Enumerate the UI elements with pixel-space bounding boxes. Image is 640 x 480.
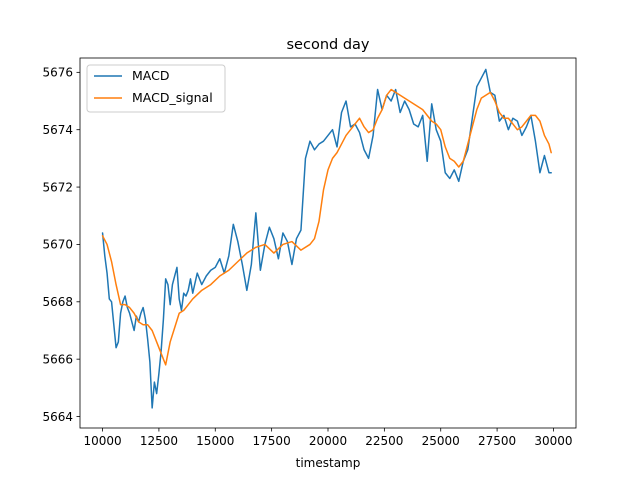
x-tick-label: 22500: [365, 434, 403, 448]
y-axis-ticks: 5664 5666 5668 5670 5672 5674 5676: [42, 66, 80, 424]
y-tick-label: 5676: [42, 66, 73, 80]
x-axis-label: timestamp: [296, 456, 361, 470]
series-layer: [101, 68, 552, 409]
x-tick-label: 15000: [196, 434, 234, 448]
x-tick-label: 27500: [478, 434, 516, 448]
plot-frame: [79, 57, 577, 429]
series-line-macd-signal: [101, 88, 552, 366]
x-axis-ticks: 10000 12500 15000 17500 20000 22500 25000 27500…: [83, 428, 573, 448]
legend: MACD MACD_signal: [86, 64, 226, 113]
x-tick-label: 30000: [534, 434, 572, 448]
x-tick-label: 25000: [422, 434, 460, 448]
x-tick-label: 12500: [140, 434, 178, 448]
x-tick-label: 10000: [83, 434, 121, 448]
legend-label-macd-signal: MACD_signal: [132, 90, 213, 105]
y-tick-label: 5672: [42, 180, 73, 194]
legend-label-macd: MACD: [132, 68, 169, 83]
x-tick-label: 17500: [253, 434, 291, 448]
y-tick-label: 5668: [42, 295, 73, 309]
chart-title: second day: [287, 37, 370, 53]
x-tick-label: 20000: [309, 434, 347, 448]
y-tick-label: 5670: [42, 238, 73, 252]
y-tick-label: 5674: [42, 123, 73, 137]
y-tick-label: 5664: [42, 410, 73, 424]
y-tick-label: 5666: [42, 352, 73, 366]
